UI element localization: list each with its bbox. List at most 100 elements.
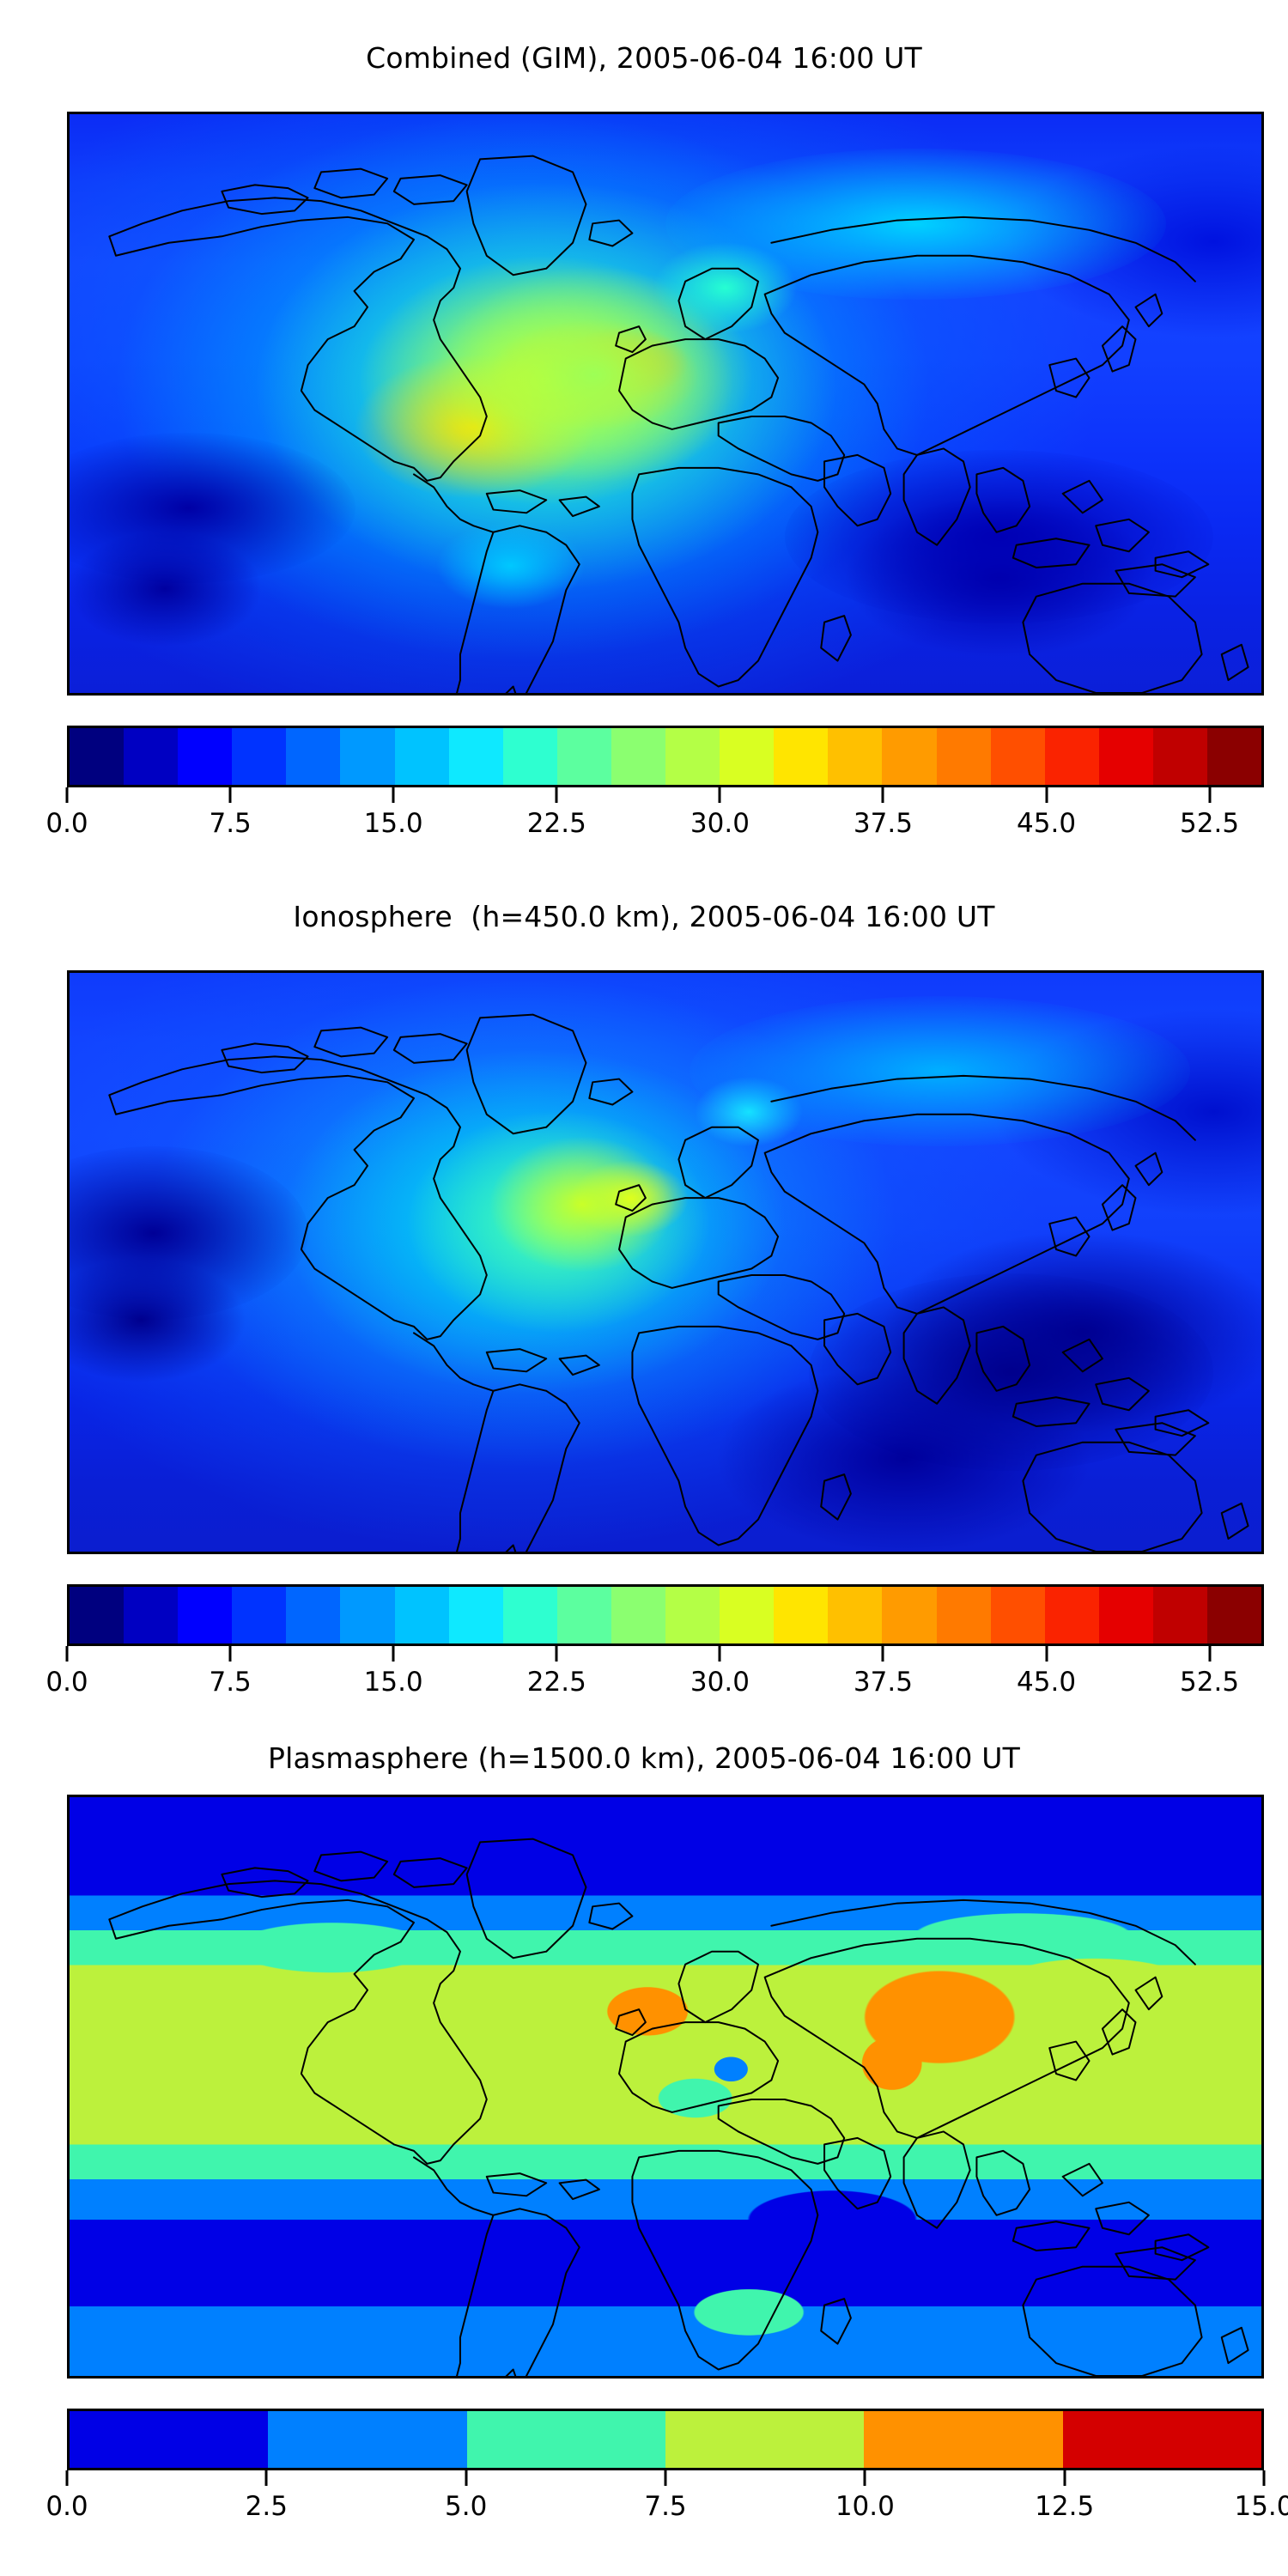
cbar-seg	[882, 728, 937, 785]
cbar-tick-label: 37.5	[853, 808, 913, 839]
cbar-seg	[774, 728, 829, 785]
contour-blob-eurasia-mid	[689, 995, 1190, 1147]
cbar-seg	[1152, 728, 1207, 785]
cbar-seg	[70, 1587, 125, 1643]
cbar-seg	[124, 1587, 179, 1643]
cbar-seg	[70, 728, 125, 785]
cbar-tick-label: 5.0	[445, 2491, 488, 2522]
cbar-seg	[1206, 728, 1262, 785]
contour-blob-pacific-low	[70, 432, 356, 583]
map-ionosphere	[67, 970, 1264, 1554]
cbar-tick-label: 37.5	[853, 1667, 913, 1698]
cbar-tick-label: 30.0	[690, 808, 750, 839]
cbar-tick-label: 45.0	[1017, 1667, 1077, 1698]
cbar-seg	[665, 728, 720, 785]
colorbar-ionosphere-bar[interactable]	[67, 1584, 1264, 1646]
colorbar-combined: 0.0 7.5 15.0 22.5 30.0 37.5 45.0 52.5	[46, 726, 1264, 844]
colorbar-plasmasphere-ticks	[65, 2470, 1266, 2489]
panel-combined: Combined (GIM), 2005-06-04 16:00 UT	[0, 0, 1288, 839]
cbar-tick-label: 45.0	[1017, 808, 1077, 839]
cbar-seg	[611, 1587, 666, 1643]
cbar-seg	[990, 1587, 1045, 1643]
contour-blob-indian-ocean-low	[808, 1273, 1214, 1471]
colorbar-combined-ticks	[65, 787, 1264, 806]
cbar-seg	[1044, 728, 1099, 785]
colorbar-ionosphere-labels: 0.0 7.5 15.0 22.5 30.0 37.5 45.0 52.5	[46, 1665, 1264, 1703]
cbar-seg	[232, 728, 287, 785]
cbar-seg	[990, 728, 1045, 785]
panel-combined-title: Combined (GIM), 2005-06-04 16:00 UT	[366, 41, 922, 75]
cbar-tick-label: 7.5	[209, 808, 252, 839]
cbar-seg	[1206, 1587, 1262, 1643]
panel-plasmasphere-title: Plasmasphere (h=1500.0 km), 2005-06-04 1…	[268, 1741, 1020, 1775]
cbar-seg	[1062, 2411, 1261, 2468]
cbar-seg	[828, 1587, 883, 1643]
map-plasmasphere	[67, 1795, 1264, 2379]
cbar-seg	[466, 2411, 665, 2468]
colorbar-combined-bar[interactable]	[67, 726, 1264, 787]
map-combined	[67, 112, 1264, 696]
cbar-tick-label: 2.5	[245, 2491, 288, 2522]
cbar-seg	[286, 1587, 341, 1643]
cbar-seg	[502, 728, 557, 785]
cbar-tick-label: 22.5	[526, 1667, 586, 1698]
contour-blob-east-pacific-low	[70, 1146, 308, 1321]
coastlines-ionosphere	[70, 973, 1261, 1552]
cbar-seg	[864, 2411, 1063, 2468]
cbar-seg	[178, 1587, 233, 1643]
cbar-tick-label: 52.5	[1180, 808, 1240, 839]
cbar-seg	[611, 728, 666, 785]
cbar-seg	[286, 728, 341, 785]
cbar-seg	[1152, 1587, 1207, 1643]
colorbar-plasmasphere-bar[interactable]	[67, 2409, 1264, 2470]
colorbar-ionosphere: 0.0 7.5 15.0 22.5 30.0 37.5 45.0 52.5	[46, 1584, 1264, 1703]
cbar-tick-label: 10.0	[835, 2491, 895, 2522]
cbar-tick-label: 7.5	[209, 1667, 252, 1698]
coastlines-combined	[70, 114, 1261, 693]
cbar-tick-label: 15.0	[363, 808, 423, 839]
cbar-seg	[124, 728, 179, 785]
cbar-tick-label: 15.0	[363, 1667, 423, 1698]
cbar-seg	[340, 1587, 395, 1643]
cbar-seg	[665, 1587, 720, 1643]
cbar-seg	[394, 1587, 449, 1643]
cbar-tick-label: 22.5	[526, 808, 586, 839]
cbar-seg	[936, 728, 991, 785]
cbar-seg	[828, 728, 883, 785]
panel-plasmasphere: Plasmasphere (h=1500.0 km), 2005-06-04 1…	[0, 1717, 1288, 2576]
cbar-seg	[232, 1587, 287, 1643]
cbar-tick-label: 0.0	[46, 2491, 88, 2522]
cbar-seg	[665, 2411, 865, 2468]
cbar-tick-label: 30.0	[690, 1667, 750, 1698]
cbar-tick-label: 52.5	[1180, 1667, 1240, 1698]
colorbar-plasmasphere: 0.0 2.5 5.0 7.5 10.0 12.5 15.0	[46, 2409, 1288, 2527]
coastlines-plasmasphere	[70, 1797, 1261, 2376]
cbar-seg	[720, 728, 775, 785]
cbar-seg	[502, 1587, 557, 1643]
cbar-seg	[394, 728, 449, 785]
cbar-tick-label: 15.0	[1234, 2491, 1288, 2522]
cbar-seg	[1098, 728, 1153, 785]
colorbar-plasmasphere-labels: 0.0 2.5 5.0 7.5 10.0 12.5 15.0	[46, 2489, 1288, 2527]
colorbar-combined-labels: 0.0 7.5 15.0 22.5 30.0 37.5 45.0 52.5	[46, 806, 1264, 844]
cbar-seg	[70, 2411, 269, 2468]
cbar-tick-label: 7.5	[644, 2491, 687, 2522]
cbar-tick-label: 0.0	[46, 808, 88, 839]
cbar-seg	[1098, 1587, 1153, 1643]
colorbar-ionosphere-ticks	[65, 1646, 1264, 1665]
cbar-tick-label: 12.5	[1035, 2491, 1095, 2522]
contour-blob-eurasia-mid	[665, 149, 1166, 300]
cbar-seg	[448, 728, 503, 785]
cbar-seg	[720, 1587, 775, 1643]
cbar-tick-label: 0.0	[46, 1667, 88, 1698]
cbar-seg	[936, 1587, 991, 1643]
cbar-seg	[774, 1587, 829, 1643]
cbar-seg	[556, 728, 611, 785]
cbar-seg	[882, 1587, 937, 1643]
cbar-seg	[178, 728, 233, 785]
cbar-seg	[268, 2411, 467, 2468]
panel-ionosphere-title: Ionosphere (h=450.0 km), 2005-06-04 16:0…	[293, 900, 995, 933]
cbar-seg	[556, 1587, 611, 1643]
cbar-seg	[1044, 1587, 1099, 1643]
